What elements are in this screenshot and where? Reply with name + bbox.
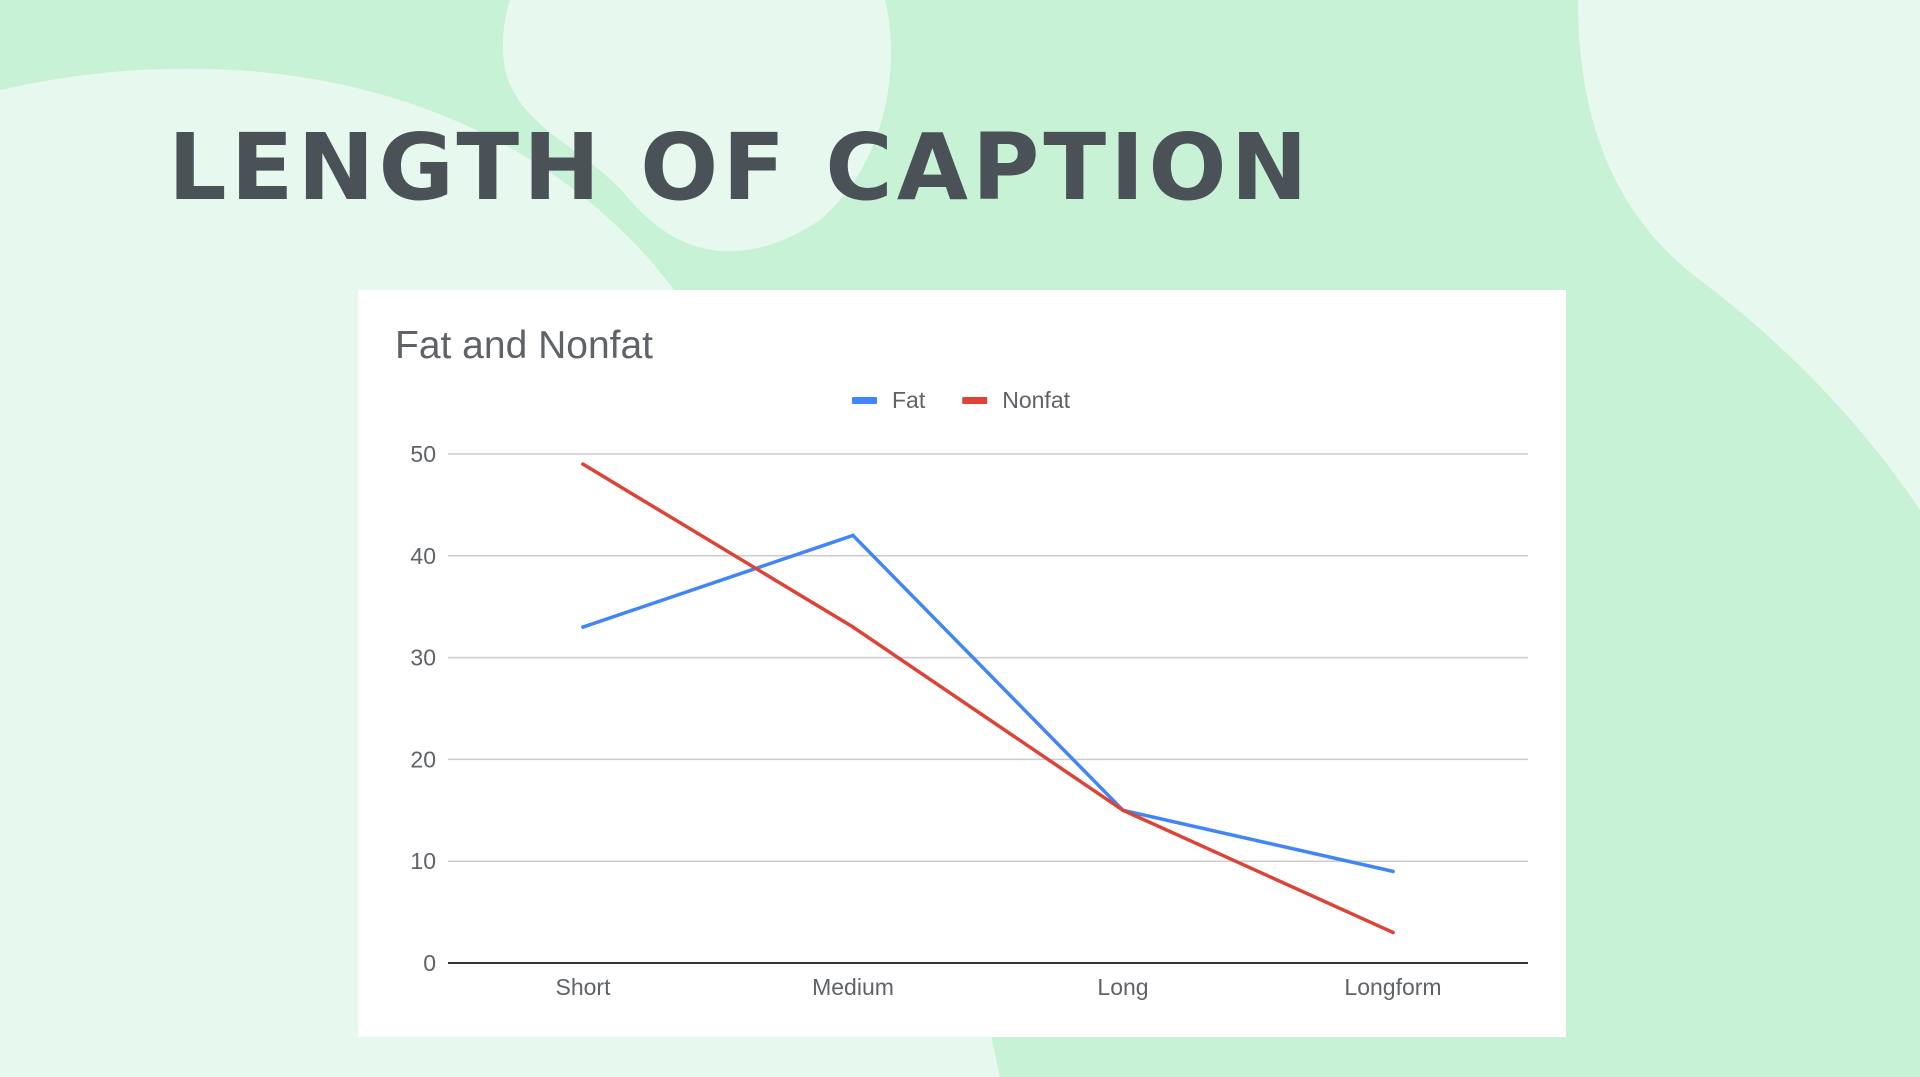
- data-point-nonfat: [581, 462, 585, 466]
- chart-card: Fat and Nonfat Fat Nonfat 0 10 20 30 40 50 Sho…: [358, 290, 1566, 1037]
- x-tick-label: Short: [556, 974, 612, 1000]
- y-axis-ticks: 0 10 20 30 40 50: [410, 441, 436, 976]
- chart-series: [581, 462, 1395, 935]
- slide-title: LENGTH OF CAPTION: [168, 114, 1312, 221]
- x-tick-label: Medium: [812, 974, 894, 1000]
- background-blob-right: [1578, 0, 1920, 510]
- chart-title: Fat and Nonfat: [395, 324, 653, 367]
- x-tick-label: Long: [1097, 974, 1148, 1000]
- y-tick-label: 10: [410, 848, 436, 874]
- series-line-fat: [581, 533, 1395, 874]
- y-tick-label: 0: [423, 950, 436, 976]
- x-tick-label: Longform: [1344, 974, 1441, 1000]
- data-point-fat: [851, 533, 855, 538]
- y-tick-label: 50: [410, 441, 436, 467]
- data-point-fat: [1391, 869, 1395, 874]
- chart-gridlines: [448, 453, 1528, 964]
- legend-swatch-fat: [852, 397, 877, 404]
- series-line-nonfat: [581, 462, 1395, 935]
- y-tick-label: 20: [410, 746, 436, 772]
- y-tick-label: 40: [410, 543, 436, 569]
- chart-legend: Fat Nonfat: [852, 387, 1071, 413]
- y-tick-label: 30: [410, 645, 436, 671]
- data-point-fat: [581, 625, 585, 629]
- background-blob-top: [502, 0, 892, 252]
- x-axis-ticks: Short Medium Long Longform: [556, 974, 1442, 1000]
- data-point-nonfat: [1121, 808, 1125, 813]
- legend-label-nonfat: Nonfat: [1002, 387, 1070, 413]
- line-chart: Fat and Nonfat Fat Nonfat 0 10 20 30 40 50 Sho…: [395, 324, 1528, 1000]
- legend-swatch-nonfat: [962, 397, 988, 404]
- data-point-nonfat: [851, 625, 855, 629]
- legend-label-fat: Fat: [892, 387, 926, 413]
- data-point-nonfat: [1391, 930, 1395, 935]
